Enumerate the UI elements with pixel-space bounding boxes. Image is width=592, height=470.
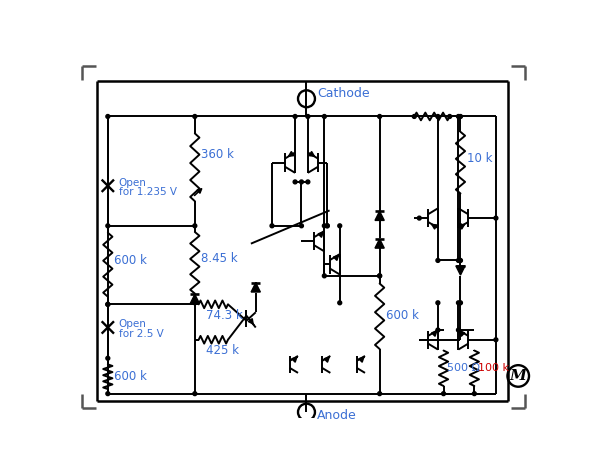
- Text: 600 k: 600 k: [114, 254, 147, 267]
- Circle shape: [106, 302, 110, 306]
- Polygon shape: [375, 239, 384, 248]
- Circle shape: [106, 224, 110, 228]
- Circle shape: [270, 224, 274, 228]
- Polygon shape: [251, 283, 260, 292]
- Circle shape: [323, 274, 326, 278]
- Circle shape: [378, 115, 382, 118]
- Text: Cathode: Cathode: [317, 87, 370, 100]
- Circle shape: [106, 302, 110, 306]
- Circle shape: [456, 115, 461, 118]
- Circle shape: [323, 115, 326, 118]
- Text: 360 k: 360 k: [201, 148, 234, 161]
- Circle shape: [338, 224, 342, 228]
- Circle shape: [378, 392, 382, 396]
- Circle shape: [326, 224, 329, 228]
- Circle shape: [338, 301, 342, 305]
- Circle shape: [436, 115, 440, 118]
- Circle shape: [436, 328, 440, 332]
- Text: M: M: [510, 369, 527, 383]
- Text: 600 k: 600 k: [114, 370, 147, 383]
- Text: 74.3 k: 74.3 k: [207, 309, 243, 321]
- Circle shape: [456, 328, 461, 332]
- Circle shape: [193, 224, 197, 228]
- Circle shape: [306, 180, 310, 184]
- Circle shape: [436, 301, 440, 305]
- Text: 425 k: 425 k: [207, 344, 239, 357]
- Polygon shape: [456, 266, 465, 275]
- Text: 100 k: 100 k: [478, 363, 509, 373]
- Text: Open: Open: [118, 319, 146, 329]
- Text: 8.45 k: 8.45 k: [201, 251, 237, 265]
- Circle shape: [456, 301, 461, 305]
- Text: 500 Ω: 500 Ω: [448, 363, 480, 373]
- Circle shape: [378, 274, 382, 278]
- Circle shape: [459, 301, 462, 305]
- Circle shape: [459, 115, 462, 118]
- Text: 10 k: 10 k: [466, 151, 492, 164]
- Circle shape: [413, 115, 416, 118]
- Text: Open: Open: [118, 178, 146, 188]
- Circle shape: [293, 115, 297, 118]
- Circle shape: [448, 115, 452, 118]
- Circle shape: [193, 392, 197, 396]
- Circle shape: [293, 180, 297, 184]
- Circle shape: [459, 224, 462, 228]
- Circle shape: [378, 274, 382, 278]
- Circle shape: [326, 224, 329, 228]
- Circle shape: [106, 356, 110, 360]
- Polygon shape: [375, 211, 384, 220]
- Circle shape: [459, 258, 462, 262]
- Circle shape: [494, 338, 498, 342]
- Circle shape: [472, 392, 477, 396]
- Circle shape: [300, 224, 303, 228]
- Text: for 2.5 V: for 2.5 V: [118, 329, 163, 338]
- Circle shape: [106, 115, 110, 118]
- Circle shape: [193, 301, 197, 305]
- Circle shape: [494, 216, 498, 220]
- Circle shape: [300, 180, 303, 184]
- Circle shape: [193, 115, 197, 118]
- Text: Anode: Anode: [317, 409, 357, 423]
- Circle shape: [323, 224, 326, 228]
- Circle shape: [106, 392, 110, 396]
- Circle shape: [306, 115, 310, 118]
- Circle shape: [417, 216, 422, 220]
- Polygon shape: [190, 294, 200, 304]
- Circle shape: [436, 258, 440, 262]
- Circle shape: [442, 392, 445, 396]
- Text: for 1.235 V: for 1.235 V: [118, 187, 176, 197]
- Text: 600 k: 600 k: [386, 309, 419, 322]
- Circle shape: [456, 258, 461, 262]
